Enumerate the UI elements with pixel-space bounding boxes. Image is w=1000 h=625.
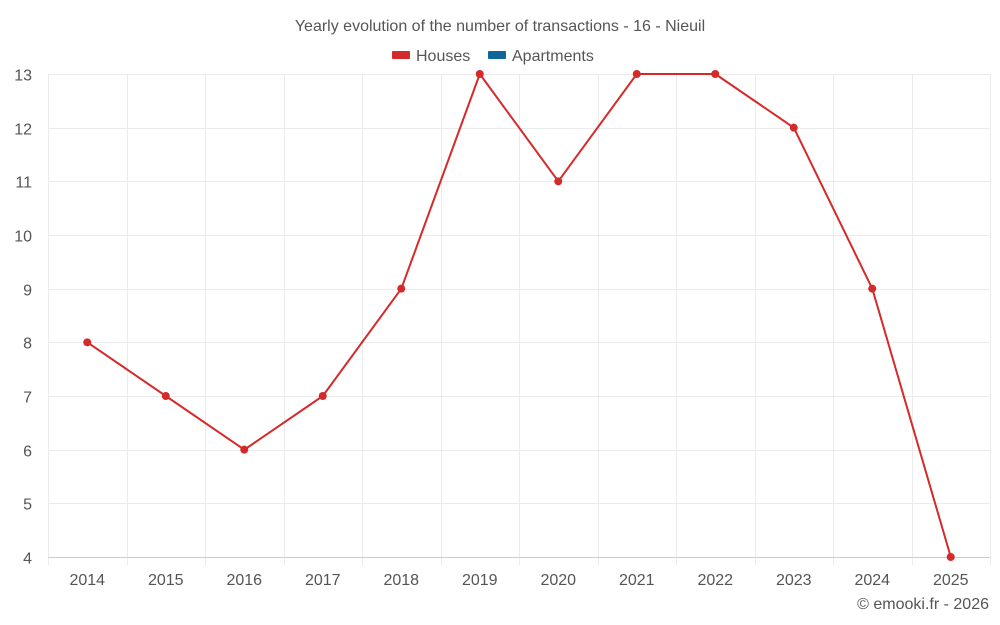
y-axis-ticks: 4 5 6 7 8 9 10 11 12 13: [14, 68, 32, 568]
legend-label-apartments: Apartments: [512, 48, 594, 65]
y-tick-label: 8: [23, 336, 32, 353]
y-tick-label: 9: [23, 283, 32, 300]
y-tick-label: 4: [23, 551, 32, 568]
x-tick-label: 2016: [226, 572, 262, 589]
x-axis-ticks: 2014 2015 2016 2017 2018 2019 2020 2021 2022 2023…: [69, 572, 968, 589]
x-tick-label: 2014: [69, 572, 105, 589]
legend-swatch-houses: [392, 51, 410, 59]
data-point-houses-2024[interactable]: [868, 284, 877, 293]
y-tick-label: 5: [23, 497, 32, 514]
data-point-houses-2021[interactable]: [632, 70, 641, 78]
data-point-houses-2025[interactable]: [946, 553, 955, 561]
y-tick-label: 10: [14, 229, 32, 246]
data-point-houses-2016[interactable]: [240, 445, 249, 454]
x-tick-label: 2019: [462, 572, 498, 589]
legend-item-houses[interactable]: Houses: [392, 48, 470, 65]
legend: Houses Apartments: [392, 48, 594, 65]
x-tick-label: 2018: [383, 572, 419, 589]
legend-item-apartments[interactable]: Apartments: [488, 48, 594, 65]
x-tick-label: 2015: [148, 572, 184, 589]
y-tick-label: 12: [14, 122, 32, 139]
x-tick-label: 2025: [933, 572, 969, 589]
data-point-houses-2023[interactable]: [789, 123, 798, 132]
x-tick-label: 2022: [697, 572, 733, 589]
legend-label-houses: Houses: [416, 48, 470, 65]
x-tick-label: 2024: [854, 572, 890, 589]
legend-swatch-apartments: [488, 51, 506, 59]
data-point-houses-2018[interactable]: [397, 284, 406, 293]
x-tick-label: 2017: [305, 572, 341, 589]
x-tick-label: 2021: [619, 572, 655, 589]
y-tick-label: 6: [23, 444, 32, 461]
data-point-houses-2014[interactable]: [83, 338, 92, 347]
x-tick-label: 2023: [776, 572, 812, 589]
data-point-houses-2015[interactable]: [161, 392, 170, 400]
data-point-houses-2020[interactable]: [554, 177, 563, 186]
x-tick-label: 2020: [540, 572, 576, 589]
series-layer: [83, 70, 955, 561]
data-point-houses-2022[interactable]: [711, 70, 720, 78]
data-point-houses-2019[interactable]: [475, 70, 484, 78]
series-line-houses: [86, 73, 952, 558]
y-tick-label: 11: [15, 175, 32, 192]
data-point-houses-2017[interactable]: [318, 392, 327, 400]
chart-title: Yearly evolution of the number of transa…: [295, 18, 705, 35]
x-gridlines: [48, 74, 991, 565]
y-tick-label: 7: [23, 390, 32, 407]
credit-text: © emooki.fr - 2026: [857, 596, 989, 613]
y-tick-label: 13: [14, 68, 32, 85]
